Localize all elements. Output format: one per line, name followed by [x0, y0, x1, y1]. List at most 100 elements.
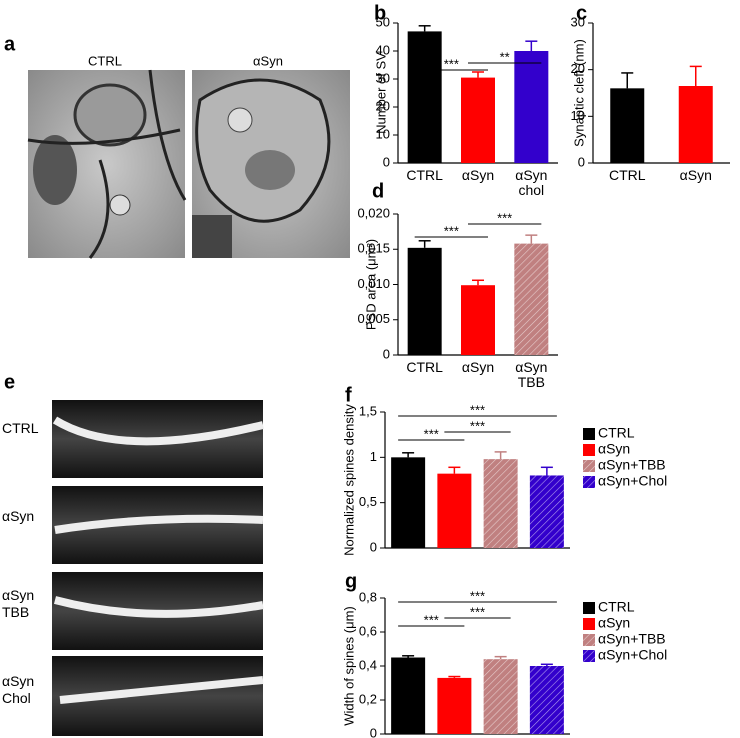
error-bar [402, 452, 415, 458]
error-bar [689, 65, 702, 86]
bar [391, 657, 426, 734]
significance-label: *** [470, 604, 485, 619]
error-bar [448, 466, 461, 474]
x-tick-label: αSyn [679, 167, 712, 183]
bar [514, 243, 549, 355]
panel-label: e [4, 371, 15, 393]
legend-label: CTRL [598, 425, 635, 441]
bar [483, 459, 518, 548]
image-caption: αSyn TBB [2, 587, 35, 620]
legend-swatch [583, 618, 595, 630]
y-tick-label: 0,4 [359, 657, 377, 672]
y-axis-label: Number of SV [373, 52, 388, 134]
em-image [27, 69, 187, 259]
y-tick-label: 50 [376, 14, 390, 29]
bar [437, 677, 472, 734]
y-tick-label: 10 [571, 108, 585, 123]
error-bar [540, 663, 553, 666]
significance-label: *** [444, 56, 459, 71]
x-tick-label: CTRL [406, 167, 443, 183]
bar [610, 88, 645, 163]
x-tick-label: αSyn chol [515, 167, 548, 198]
image-caption: CTRL [2, 420, 39, 436]
bar [437, 473, 472, 548]
significance-label: *** [424, 426, 439, 441]
legend-label: αSyn [598, 615, 630, 631]
legend-label: αSyn+TBB [598, 631, 666, 647]
image-caption: αSyn [253, 53, 283, 68]
significance-label: *** [497, 210, 512, 225]
y-tick-label: 0 [383, 346, 390, 361]
y-tick-label: 30 [571, 14, 585, 29]
error-bar [494, 655, 507, 660]
error-bar [494, 451, 507, 460]
y-axis-label: PSD area (μm²) [363, 239, 378, 330]
y-tick-label: 0,010 [357, 276, 390, 291]
error-bar [402, 655, 415, 658]
significance-label: *** [470, 418, 485, 433]
panel-label: d [372, 180, 384, 202]
legend-swatch [583, 634, 595, 646]
legend-swatch [583, 602, 595, 614]
y-tick-label: 0,005 [357, 311, 390, 326]
bar [461, 285, 495, 355]
legend-label: αSyn+Chol [598, 473, 667, 489]
error-bar [525, 234, 538, 244]
legend-swatch [583, 444, 595, 456]
y-axis-label: Normalized spines density [341, 404, 356, 556]
y-tick-label: 0 [578, 154, 585, 169]
y-tick-label: 0,5 [359, 494, 377, 509]
y-tick-label: 0,015 [357, 241, 390, 256]
bar [529, 475, 564, 548]
y-tick-label: 0,020 [357, 205, 390, 220]
legend-label: CTRL [598, 599, 635, 615]
x-tick-label: αSyn [461, 359, 495, 375]
y-tick-label: 0,6 [359, 623, 377, 638]
x-tick-label: αSyn TBB [515, 359, 548, 390]
bar [461, 77, 495, 163]
error-bar [472, 279, 484, 286]
significance-label: *** [470, 588, 485, 603]
error-bar [448, 675, 461, 678]
error-bar [540, 466, 553, 476]
y-tick-label: 1 [370, 449, 377, 464]
bar [678, 86, 713, 163]
panel-label: b [374, 2, 386, 24]
y-tick-label: 30 [376, 70, 390, 85]
y-tick-label: 0,2 [359, 691, 377, 706]
y-tick-label: 20 [571, 61, 585, 76]
panel-label: f [345, 384, 352, 406]
significance-label: *** [470, 402, 485, 417]
panel-label: a [4, 33, 16, 55]
bar [391, 457, 426, 548]
bar [407, 247, 442, 355]
legend-label: αSyn+TBB [598, 457, 666, 473]
bar [514, 51, 549, 163]
x-tick-label: CTRL [406, 359, 443, 375]
error-bar [621, 72, 634, 89]
error-bar [472, 71, 484, 78]
y-tick-label: 1,5 [359, 403, 377, 418]
legend-label: αSyn+Chol [598, 647, 667, 663]
x-tick-label: αSyn [461, 167, 495, 183]
image-caption: αSyn [2, 508, 35, 524]
error-bar [418, 25, 431, 32]
confocal-images [52, 400, 264, 736]
significance-label: *** [444, 223, 459, 238]
legend-swatch [583, 428, 595, 440]
legend-swatch [583, 476, 595, 488]
legend-label: αSyn [598, 441, 630, 457]
error-bar [525, 40, 538, 51]
y-tick-label: 0 [370, 725, 377, 738]
bar [529, 666, 564, 734]
y-tick-label: 0 [383, 154, 390, 169]
significance-label: ** [500, 49, 510, 64]
panel-label: c [576, 2, 587, 24]
legend-swatch [583, 460, 595, 472]
em-image [192, 70, 350, 258]
error-bar [418, 240, 431, 248]
x-tick-label: CTRL [608, 167, 646, 183]
y-tick-label: 40 [376, 42, 390, 57]
